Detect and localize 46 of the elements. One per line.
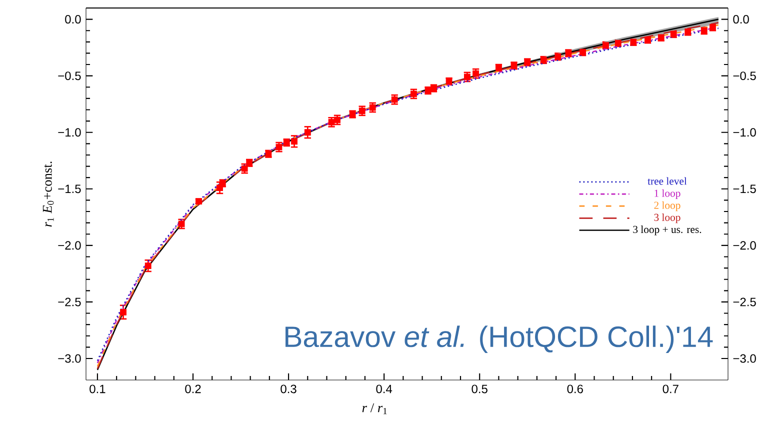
point	[276, 144, 282, 150]
point	[644, 36, 651, 43]
point	[358, 108, 366, 114]
point	[464, 74, 470, 80]
y2-tick-label: −3.0	[733, 354, 756, 363]
point	[178, 220, 185, 228]
point	[684, 28, 692, 35]
point	[144, 262, 152, 269]
y-tick-label: −1.5	[58, 184, 81, 194]
point	[304, 129, 311, 136]
y-axis-title: r$_{1}$ E$_{0}$+const.	[42, 162, 54, 227]
x-tick-label: 0.3	[280, 384, 296, 394]
y-tick-label: −0.5	[58, 72, 81, 80]
x-tick-label: 0.6	[567, 384, 583, 394]
point	[291, 138, 298, 145]
x-tick-label: 0.1	[90, 384, 106, 394]
y-tick-label: −1.0	[58, 128, 81, 137]
point	[630, 38, 637, 46]
legend-label: 3 loop	[654, 213, 680, 224]
y2-tick-label: −0.5	[733, 72, 756, 80]
point	[410, 90, 417, 98]
annotation: Bazavov et al. (HotQCD Coll.)'14	[286, 326, 713, 353]
point	[120, 308, 126, 316]
point	[580, 48, 586, 56]
x-tick-label: 0.5	[472, 384, 488, 394]
legend-label: 2 loop	[654, 201, 680, 212]
point	[670, 30, 677, 38]
y-tick-label: −3.0	[58, 354, 81, 363]
legend-label: 3 loop + us. res.	[633, 226, 702, 236]
x-axis-title: r / r$_{1}$	[362, 403, 387, 414]
y-tick-label: 0.0	[65, 15, 81, 24]
legend-label: 1 loop	[654, 189, 680, 200]
point	[472, 70, 479, 77]
y2-tick-label: −1.0	[733, 128, 756, 137]
y2-tick-label: 0.0	[733, 15, 749, 24]
x-tick-label: 0.7	[662, 384, 678, 394]
x-tick-label: 0.2	[185, 384, 201, 394]
y-tick-label: −2.0	[58, 241, 81, 250]
legend-label: tree level	[648, 177, 687, 185]
point	[391, 96, 398, 103]
x-tick-label: 0.4	[376, 384, 392, 394]
y-tick-label: −2.5	[58, 298, 81, 306]
point	[369, 104, 376, 111]
y2-tick-label: −1.5	[733, 184, 756, 194]
y2-tick-label: −2.5	[733, 298, 756, 306]
y2-tick-label: −2.0	[733, 241, 756, 250]
